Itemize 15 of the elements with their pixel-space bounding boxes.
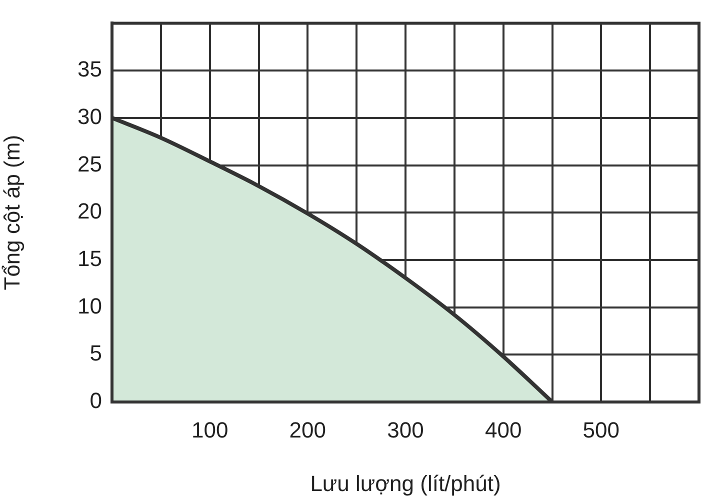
y-tick-label: 15: [78, 246, 102, 272]
x-axis-title: Lưu lượng (lít/phút): [310, 470, 501, 496]
y-tick-label: 10: [78, 293, 102, 318]
x-tick-label: 100: [191, 417, 228, 442]
y-tick-label: 5: [90, 340, 102, 366]
x-tick-label: 200: [289, 417, 326, 442]
y-tick-label: 20: [78, 198, 102, 224]
y-tick-label: 25: [78, 151, 102, 176]
y-tick-label: 0: [90, 388, 102, 414]
x-tick-label: 300: [387, 417, 424, 442]
y-tick-label: 30: [78, 104, 102, 129]
x-tick-label: 500: [582, 417, 620, 442]
y-axis-title: Tổng cột áp (m): [0, 134, 24, 290]
x-tick-label: 400: [484, 417, 522, 442]
y-tick-label: 35: [78, 56, 102, 82]
